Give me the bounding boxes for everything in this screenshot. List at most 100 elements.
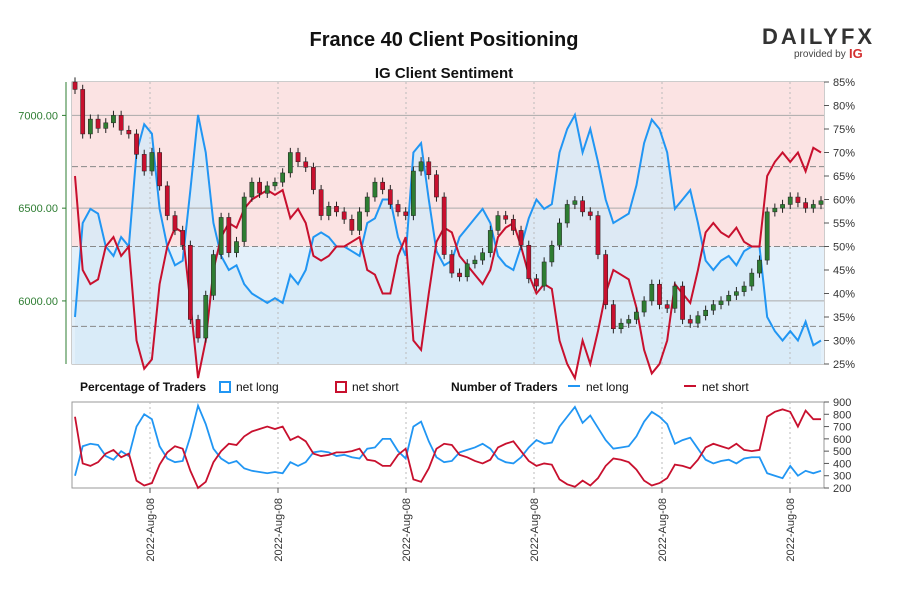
candle-body — [395, 204, 401, 213]
logo-text: DAILYFX — [762, 24, 875, 49]
candle-body — [72, 81, 78, 90]
chart-title: France 40 Client Positioning — [310, 29, 579, 51]
pct-tick-label: 75% — [833, 124, 855, 136]
candle-body — [703, 309, 708, 317]
candle-body — [426, 161, 432, 176]
date-tick-label: 2022-Aug-08 — [529, 498, 541, 562]
candle-body — [649, 283, 655, 302]
legend-pct-short-label: net short — [352, 380, 399, 394]
traders-tick-label: 800 — [833, 409, 851, 421]
candle-body — [449, 254, 455, 274]
candle-body — [126, 129, 132, 135]
candle-body — [380, 181, 385, 190]
legend-num-long-label: net long — [586, 380, 629, 394]
candle-body — [557, 222, 562, 246]
candle-body — [357, 211, 362, 231]
legend-pct-long-swatch — [219, 381, 231, 393]
pct-tick-label: 70% — [833, 148, 855, 160]
candle-body — [257, 181, 262, 194]
candle-body — [587, 211, 593, 216]
candle-body — [503, 215, 509, 220]
candle-body — [634, 311, 639, 320]
candle-body — [695, 315, 701, 324]
candle-body — [741, 285, 747, 292]
legend-pct-long-label: net long — [236, 380, 279, 394]
traders-tick-label: 600 — [833, 434, 851, 446]
candle-body — [680, 285, 685, 320]
traders-tick-label: 500 — [833, 446, 851, 458]
pct-tick-label: 40% — [833, 289, 855, 301]
candle-body — [657, 283, 662, 305]
candle-body — [818, 200, 824, 205]
traders-tick-label: 400 — [833, 458, 851, 470]
legend: Percentage of Traders net long net short… — [80, 380, 749, 394]
traders-lines — [74, 402, 822, 490]
sentiment-zones — [72, 82, 824, 365]
traders-panel-frame — [71, 401, 825, 489]
candle-body — [672, 285, 678, 309]
candle-body — [541, 261, 547, 287]
date-tick-label: 2022-Aug-08 — [657, 498, 669, 562]
candle-body — [441, 196, 447, 255]
candle-body — [580, 200, 585, 213]
candle-body — [103, 122, 109, 129]
candle-body — [264, 185, 270, 194]
traders-gridlines — [149, 402, 791, 488]
candle-body — [141, 154, 147, 172]
candle-body — [349, 219, 355, 231]
pct-lines — [74, 112, 822, 381]
candle-body — [618, 322, 624, 329]
candle-body — [411, 170, 416, 216]
candle-body — [595, 215, 601, 255]
legend-num-short-label: net short — [702, 380, 749, 394]
candle-body — [188, 245, 193, 320]
candle-body — [164, 185, 170, 216]
candle-body — [418, 161, 424, 172]
traders-tick-label: 900 — [833, 397, 851, 409]
candle-body — [241, 196, 247, 242]
candle-body — [487, 230, 493, 253]
candle-body — [518, 230, 524, 246]
candle-body — [280, 172, 286, 183]
candle-body — [218, 217, 224, 255]
candle-body — [80, 89, 86, 135]
candle-body — [480, 252, 485, 261]
candle-body — [757, 259, 762, 274]
candle-body — [534, 278, 539, 287]
candle-body — [364, 196, 370, 213]
pct-tick-label: 60% — [833, 195, 855, 207]
candle-body — [387, 189, 393, 205]
candle-body — [610, 304, 616, 330]
candle-body — [787, 196, 793, 205]
pct-axis: 25% 30% 35% 40% 45% 50% 55% 60% 65% 70% 75% 80% 85% — [824, 77, 855, 371]
date-axis: 2022-Aug-08 2022-Aug-08 2022-Aug-08 2022-Au… — [145, 488, 797, 562]
pct-tick-label: 45% — [833, 265, 855, 277]
legend-num-heading: Number of Traders — [451, 380, 558, 394]
candle-body — [718, 300, 724, 305]
candle-body — [780, 204, 785, 209]
candle-body — [311, 167, 316, 190]
candle-body — [149, 152, 155, 172]
candle-body — [772, 207, 778, 213]
candle-body — [334, 206, 339, 213]
traders-tick-label: 300 — [833, 471, 851, 483]
candle-body — [726, 295, 732, 302]
traders-tick-label: 700 — [833, 422, 851, 434]
candle-body — [464, 263, 470, 278]
pct-tick-label: 85% — [833, 77, 855, 89]
legend-pct-short-swatch — [335, 381, 347, 393]
price-candles — [72, 77, 824, 343]
candle-body — [295, 152, 301, 163]
candle-body — [303, 161, 309, 168]
pct-tick-label: 25% — [833, 359, 855, 371]
candle-body — [180, 230, 186, 246]
candle-body — [88, 118, 93, 135]
candle-body — [810, 204, 816, 209]
traders-tick-label: 200 — [833, 483, 851, 495]
price-panel: 6000.00 6500.00 7000.00 25% 30% 35% 40% 45% 50%… — [18, 77, 855, 381]
candle-body — [111, 115, 116, 124]
candle-body — [134, 133, 139, 155]
candle-body — [749, 272, 755, 287]
candle-body — [687, 319, 693, 324]
